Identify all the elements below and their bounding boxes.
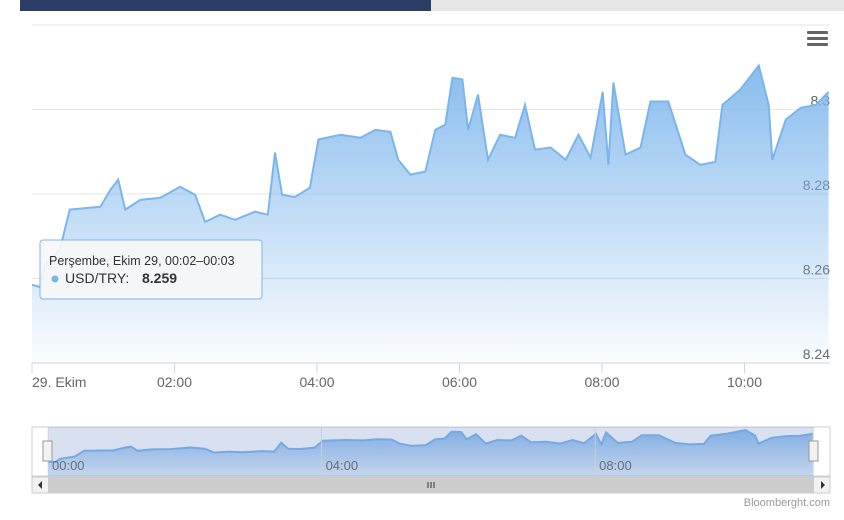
tab[interactable] (431, 0, 844, 11)
scrollbar-grip (427, 482, 435, 488)
scroll-left[interactable] (38, 481, 42, 489)
tooltip-label: USD/TRY: (65, 270, 129, 286)
credits[interactable]: Bloomberght.com (744, 497, 830, 509)
navigator-series: 00:00 04:00 08:00 (47, 427, 813, 476)
menu-bar (807, 31, 828, 34)
x-tick-label: 02:00 (157, 374, 192, 390)
tooltip: Perşembe, Ekim 29, 00:02–00:03 USD/TRY: … (39, 239, 263, 300)
menu-bar (807, 43, 828, 46)
tab-active[interactable] (20, 0, 431, 11)
tooltip-value: 8.259 (142, 270, 177, 286)
x-tick-label: 06:00 (442, 374, 477, 390)
x-tick-label: 04:00 (299, 374, 334, 390)
navigator-tick-label: 00:00 (52, 458, 85, 473)
scroll-right[interactable] (821, 481, 825, 489)
line (47, 428, 813, 464)
navigator-handle[interactable] (42, 440, 53, 462)
navigator-handle[interactable] (808, 440, 819, 462)
line (31, 63, 830, 289)
x-tick-label: 08:00 (584, 374, 619, 390)
menu-bar (807, 37, 828, 40)
navigator-mask[interactable] (48, 427, 814, 476)
plot: 8.248.268.288.329. Ekim02:0004:0006:0008… (31, 63, 830, 390)
x-tick-label: 10:00 (727, 374, 762, 390)
navigator-tick-label: 08:00 (599, 458, 632, 473)
tooltip-title: Perşembe, Ekim 29, 00:02–00:03 (49, 254, 235, 268)
area (32, 65, 829, 363)
tooltip-box (39, 239, 263, 300)
menu-button[interactable] (807, 31, 828, 46)
x-tick-label: 29. Ekim (32, 374, 86, 390)
navigator-tick-label: 04:00 (326, 458, 359, 473)
area (48, 430, 813, 476)
tooltip-dot (51, 275, 59, 283)
